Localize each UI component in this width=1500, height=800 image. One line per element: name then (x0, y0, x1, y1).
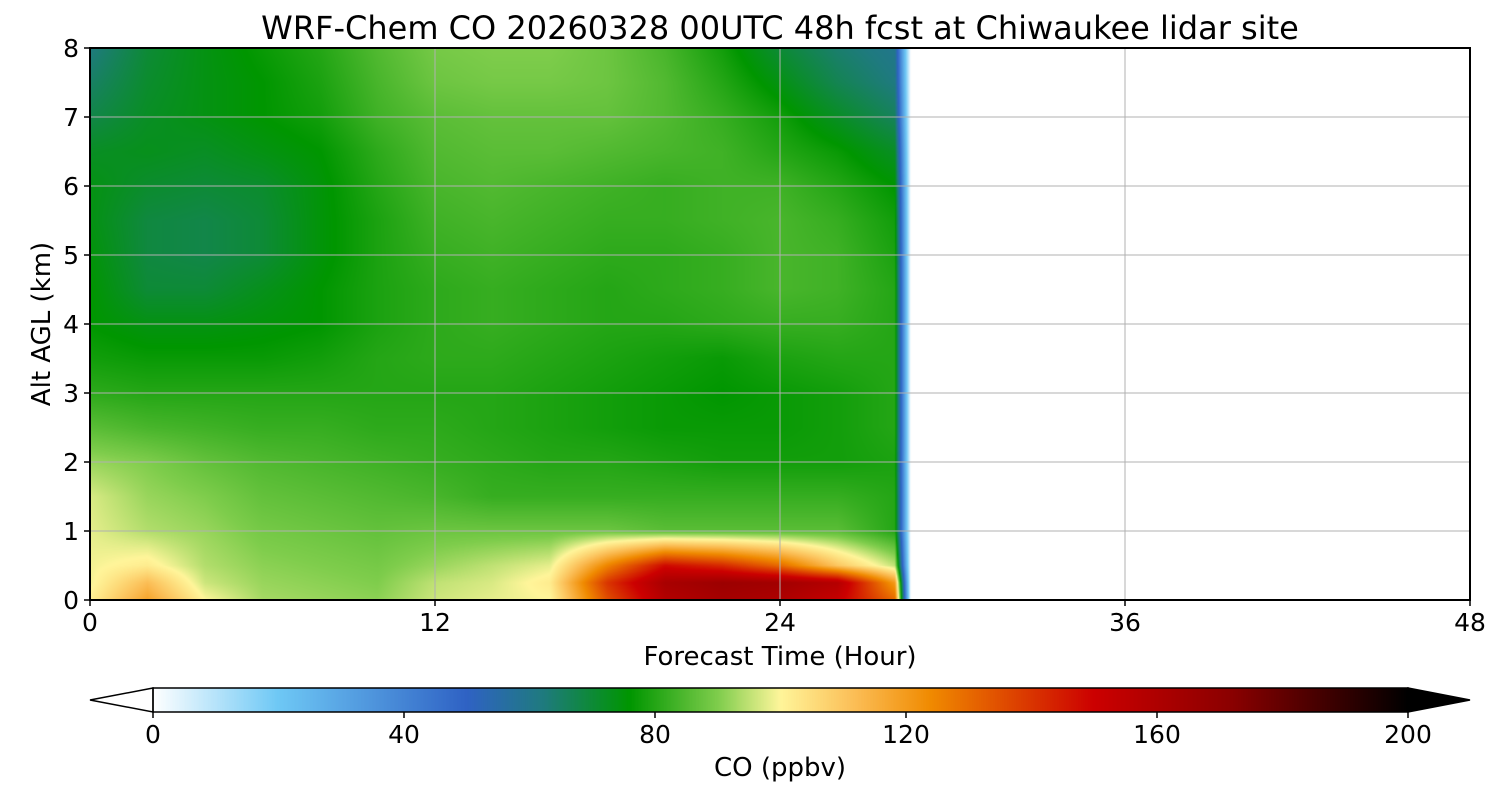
x-tick-label: 12 (419, 608, 451, 637)
y-tick-label: 5 (63, 241, 79, 270)
y-tick-label: 0 (63, 586, 79, 615)
colorbar-tick-label: 40 (388, 720, 420, 749)
x-axis-label: Forecast Time (Hour) (643, 642, 916, 672)
x-tick-label: 24 (764, 608, 796, 637)
y-axis-label: Alt AGL (km) (27, 242, 57, 406)
colorbar-tick-label: 120 (882, 720, 930, 749)
x-tick-label: 48 (1454, 608, 1486, 637)
colorbar-frame (152, 687, 1409, 713)
colorbar-ticks: 0 40 80 120 160 200 (145, 712, 1432, 749)
chart-title: WRF-Chem CO 20260328 00UTC 48h fcst at C… (261, 9, 1299, 47)
y-tick-label: 1 (63, 517, 79, 546)
y-tick-label: 4 (63, 310, 79, 339)
y-axis-ticks: 0 1 2 3 4 5 6 7 8 (63, 34, 90, 615)
colorbar-extend-high (1407, 687, 1471, 713)
x-tick-label: 0 (82, 608, 98, 637)
colorbar-tick-label: 80 (639, 720, 671, 749)
y-tick-label: 2 (63, 448, 79, 477)
y-tick-label: 3 (63, 379, 79, 408)
colorbar-tick-label: 200 (1384, 720, 1432, 749)
x-axis-ticks: 0 12 24 36 48 (82, 600, 1486, 637)
y-tick-label: 6 (63, 172, 79, 201)
colorbar-tick-label: 160 (1133, 720, 1181, 749)
y-tick-label: 7 (63, 103, 79, 132)
x-tick-label: 36 (1109, 608, 1141, 637)
colorbar: 0 40 80 120 160 200 CO (ppbv) (89, 687, 1471, 783)
colorbar-label: CO (ppbv) (714, 753, 846, 783)
colorbar-gradient (153, 688, 1408, 712)
colorbar-extend-low (89, 687, 154, 713)
y-tick-label: 8 (63, 34, 79, 63)
colorbar-tick-label: 0 (145, 720, 161, 749)
